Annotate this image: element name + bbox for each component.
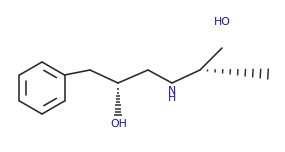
- Text: N: N: [168, 86, 176, 96]
- Text: OH: OH: [111, 119, 127, 129]
- Text: H: H: [168, 93, 176, 103]
- Text: HO: HO: [213, 17, 231, 27]
